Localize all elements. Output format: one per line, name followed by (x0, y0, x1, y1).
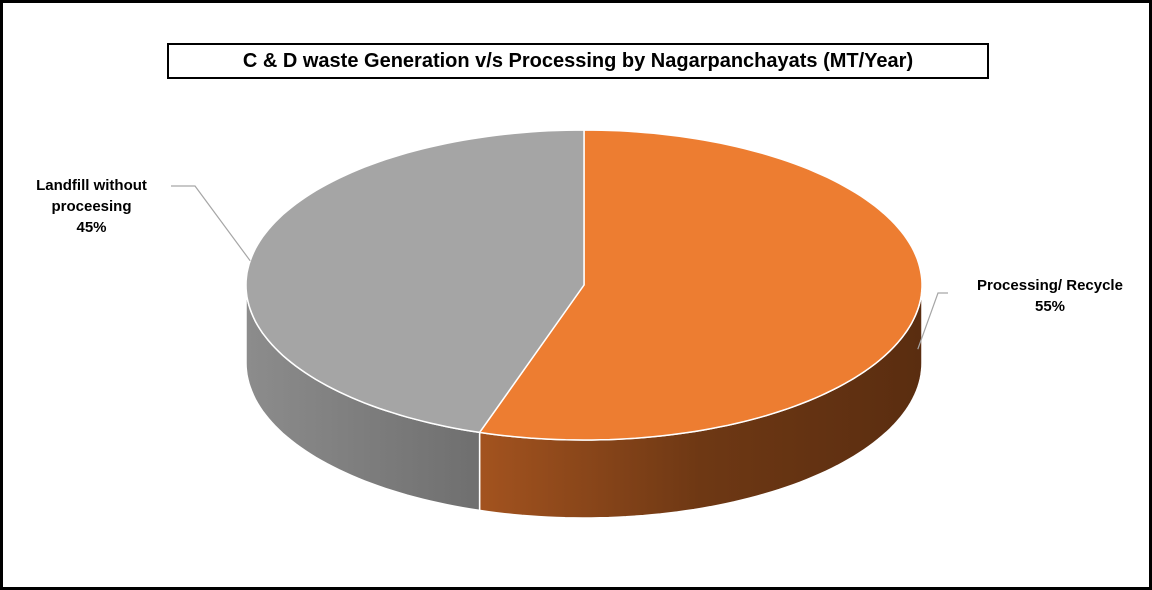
value-label: 55% (1034, 298, 1066, 315)
category-label: Landfill without proceesing (36, 177, 147, 215)
chart-title: C & D waste Generation v/s Processing by… (167, 43, 989, 79)
pie-slice (478, 129, 923, 441)
category-label: Processing/ Recycle (977, 277, 1123, 294)
plot (171, 129, 948, 519)
value-label: 45% (76, 219, 107, 236)
leader-line (171, 185, 251, 262)
data-label: Landfill without proceesing 45% (9, 175, 174, 238)
leader-line (917, 292, 948, 350)
data-label: Processing/ Recycle 55% (955, 275, 1145, 317)
